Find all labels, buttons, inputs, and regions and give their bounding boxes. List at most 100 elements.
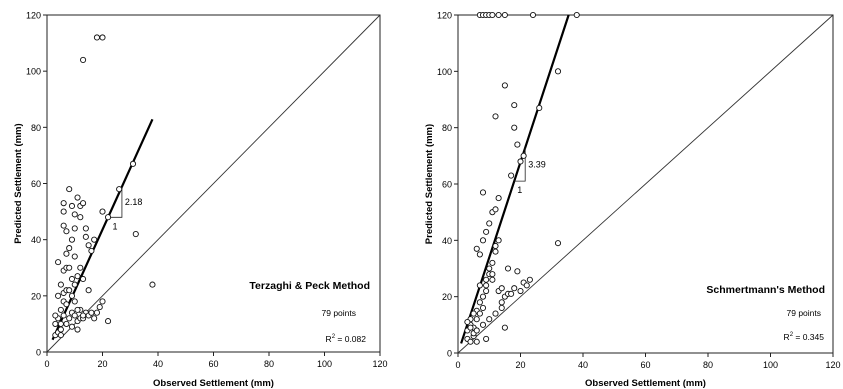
data-point: [99, 298, 106, 305]
r-squared-value: = 0.345: [793, 332, 824, 342]
data-point: [105, 214, 112, 221]
slope-triangle: [514, 147, 526, 182]
x-tick-label: 100: [317, 359, 332, 369]
data-point: [492, 248, 499, 255]
data-point: [511, 102, 518, 109]
data-point: [464, 318, 471, 326]
data-point: [66, 287, 73, 294]
data-point: [554, 68, 562, 75]
data-point: [77, 214, 84, 221]
data-point: [88, 247, 95, 254]
data-point: [467, 338, 474, 345]
data-point: [514, 141, 521, 148]
y-tick-label: 60: [31, 179, 41, 189]
y-tick-label: 60: [442, 180, 452, 190]
regression-line: [460, 14, 570, 344]
data-point: [498, 299, 505, 306]
x-tick-label: 0: [455, 360, 460, 370]
r-squared-prefix: R: [326, 334, 332, 344]
data-point: [479, 237, 487, 244]
data-point: [71, 225, 78, 232]
data-point: [476, 251, 483, 258]
data-point: [479, 189, 487, 196]
data-point: [74, 326, 81, 333]
data-point: [93, 309, 100, 316]
data-point: [479, 293, 487, 300]
y-tick-label: 20: [31, 291, 41, 301]
y-tick-label: 120: [437, 11, 452, 21]
data-point: [55, 259, 62, 266]
data-point: [63, 250, 70, 257]
data-point: [498, 304, 505, 311]
data-point: [483, 282, 490, 289]
data-point: [501, 324, 508, 331]
data-point: [132, 230, 139, 238]
data-point: [492, 310, 499, 317]
method-title: Schmertmann's Method: [706, 284, 825, 296]
data-point: [486, 316, 493, 323]
data-point: [71, 281, 78, 288]
y-tick-label: 0: [36, 348, 41, 358]
data-point: [467, 324, 474, 331]
slope-label: 3.39: [528, 159, 546, 169]
data-point: [57, 326, 64, 333]
data-point: [52, 312, 59, 319]
data-point: [96, 304, 103, 311]
data-point: [60, 222, 67, 229]
method-title: Terzaghi & Peck Method: [249, 280, 370, 292]
data-point: [99, 208, 106, 215]
data-point: [508, 290, 515, 297]
data-point: [57, 320, 64, 327]
chart-panel-schmertmann: 0 20 40 60 80 100 120 0 20 40 60 80 100 120 Observed S…: [425, 0, 843, 389]
slope-label: 2.18: [125, 197, 143, 207]
data-point: [483, 335, 490, 342]
x-tick-label: 120: [825, 360, 840, 370]
x-tick-label: 20: [97, 359, 107, 369]
x-tick-label: 40: [578, 360, 588, 370]
data-point: [479, 304, 487, 311]
data-point: [71, 211, 78, 218]
data-point: [71, 312, 78, 319]
data-point: [80, 312, 87, 319]
data-point: [60, 312, 67, 319]
data-point: [489, 271, 496, 278]
data-point: [57, 332, 64, 339]
data-point: [470, 310, 477, 317]
data-point: [483, 276, 490, 283]
reference-line-1-to-1: [46, 14, 381, 353]
data-point: [511, 285, 518, 292]
data-point: [63, 320, 70, 327]
data-point: [473, 327, 480, 334]
chart-terzaghi-peck: 0 20 40 60 80 100 120 0 20 40 60 80 100 120 Observed S…: [13, 11, 388, 389]
data-point: [492, 113, 499, 120]
y-tick-label: 100: [26, 67, 41, 77]
data-point: [473, 338, 480, 345]
data-point: [498, 285, 505, 292]
y-tick-label: 0: [447, 349, 452, 359]
data-point: [483, 287, 490, 295]
data-point: [68, 236, 76, 243]
data-point: [66, 264, 73, 271]
data-point: [495, 195, 502, 202]
x-tick-label: 80: [703, 360, 713, 370]
data-point: [476, 282, 483, 289]
data-point: [68, 275, 76, 283]
y-tick-label: 80: [31, 123, 41, 133]
data-point: [80, 200, 87, 207]
data-point: [501, 82, 508, 89]
data-point: [517, 287, 524, 295]
data-point: [93, 34, 100, 41]
y-tick-label: 40: [31, 235, 41, 245]
data-point: [501, 11, 508, 19]
data-point: [55, 292, 62, 299]
data-point: [479, 321, 487, 328]
data-point: [60, 200, 67, 207]
data-point: [523, 282, 530, 289]
data-point: [74, 194, 81, 201]
data-point: [476, 310, 483, 317]
data-point: [554, 240, 562, 247]
data-point: [85, 287, 92, 294]
y-axis-label: Predicted Settlement (mm): [425, 124, 435, 244]
r-squared-value: = 0.082: [335, 334, 366, 344]
data-point: [52, 320, 59, 327]
